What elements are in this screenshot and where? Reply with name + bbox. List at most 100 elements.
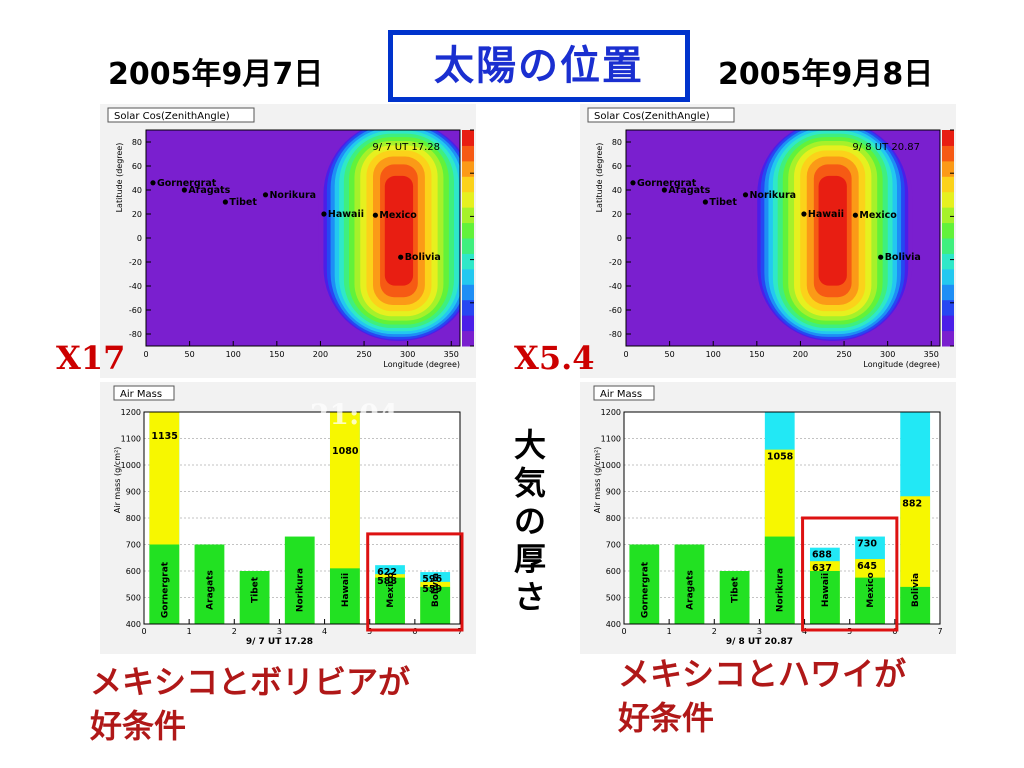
bar-data-label: 588 [377,576,397,587]
site-marker [262,192,269,198]
time-annotation: 9/ 8 UT 20.87 [726,637,793,647]
colorbar-step [942,222,954,239]
highlight-box [366,532,464,632]
bar-category-label: Norikura [776,568,786,612]
y-tick-label: 60 [132,162,142,171]
x-tick-label: 1 [187,627,192,636]
y-tick-label: 700 [126,541,141,550]
colorbar-step [462,268,474,285]
site-marker [742,192,749,198]
time-annotation: 9/ 7 UT 17.28 [372,142,440,153]
highlight-box [801,516,899,632]
y-tick-label: -20 [129,258,142,267]
y-tick-label: 600 [606,567,621,576]
x-axis-label: Longitude (degree) [863,360,940,369]
site-label: Bolivia [405,252,441,263]
site-label: Aragats [668,185,710,196]
site-label: Mexico [379,210,417,221]
y-tick-label: 0 [617,234,622,243]
x-tick-label: 250 [836,350,851,359]
caption-right: メキシコとハワイが 好条件 [618,652,906,740]
heatmap-area [626,130,940,346]
y-tick-label: 800 [606,514,621,523]
vertical-label: 大 気 の 厚 さ [512,426,548,616]
heatmap-left: Solar Cos(ZenithAngle)806040200-20-40-60… [100,104,476,378]
colorbar-step [942,207,954,224]
y-tick-label: 1100 [601,435,621,444]
y-tick-label: 400 [606,620,621,629]
y-axis-label: Air mass (g/cm²) [593,447,602,514]
bar-segment [284,536,315,624]
bar-data-label: 730 [857,539,877,550]
bar-data-label: 622 [377,567,397,578]
bar-category-label: Norikura [296,568,306,612]
x-tick-label: 0 [141,627,146,636]
panel-label-box [113,385,175,401]
y-tick-label: 1200 [121,408,141,417]
bar-data-label: 637 [812,563,832,574]
bar-segment [900,586,931,624]
bar-segment [194,544,225,624]
vertical-char: 大 [513,426,546,464]
y-tick-label: 80 [132,138,142,147]
x-tick-label: 2 [712,627,717,636]
y-tick-label: 900 [126,488,141,497]
bar-data-label: 645 [857,561,877,572]
site-marker [398,254,404,260]
panel-label: Air Mass [600,389,642,400]
bar-segment [329,568,360,624]
caption-left: メキシコとボリビアが 好条件 [90,660,410,748]
colorbar-step [942,130,954,146]
site-marker [150,180,156,186]
bar-category-label: Mexico [386,572,396,607]
x-tick-label: 2 [232,627,237,636]
site-marker [321,211,327,217]
x-tick-label: 50 [665,350,675,359]
colorbar-step [942,284,954,301]
site-marker [878,254,884,260]
bar-category-label: Aragats [685,570,695,610]
colorbar-step [942,176,954,193]
colorbar-step [942,191,954,208]
y-tick-label: 600 [126,567,141,576]
site-marker [222,199,228,205]
date-right: 2005年9月8日 [718,57,934,92]
bar-category-label: Hawaii [821,573,831,607]
site-label: Gornergrat [157,178,217,189]
site-marker [181,187,187,193]
site-label: Tibet [709,197,737,208]
y-axis-label: Air mass (g/cm²) [113,447,122,514]
site-marker [372,212,378,218]
x-tick-label: 150 [269,350,284,359]
multiplier-right: X5.4 [514,339,595,377]
bar-data-label: 1080 [332,446,359,457]
colorbar-step [942,299,954,316]
colorbar-step [462,191,474,208]
x-tick-label: 5 [367,627,372,636]
x-tick-label: 350 [444,350,459,359]
colorbar-step [462,130,474,146]
x-tick-label: 0 [621,627,626,636]
panel-label-box [593,385,655,401]
site-label: Norikura [749,190,796,201]
caption-left-line1: メキシコとボリビアが [90,663,411,701]
title-box: 太陽の位置 [388,30,690,102]
x-tick-label: 150 [749,350,764,359]
site-label: Hawaii [328,209,364,220]
colorbar-step [462,284,474,301]
colorbar-step [462,160,474,177]
panel-label-box [107,107,255,123]
colorbar-step [942,145,954,162]
bar-category-label: Gornergrat [160,561,170,618]
colorbar-step [462,176,474,193]
x-tick-label: 7 [457,627,462,636]
bar-segment [719,571,750,624]
y-tick-label: 60 [612,162,622,171]
y-tick-label: 1100 [121,435,141,444]
time-annotation: 9/ 7 UT 17.28 [246,637,313,647]
x-tick-label: 0 [143,350,148,359]
colorbar-step [462,222,474,239]
x-tick-label: 100 [226,350,241,359]
